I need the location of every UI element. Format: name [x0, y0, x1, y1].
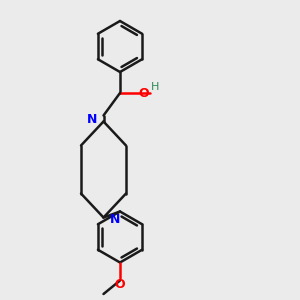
Text: N: N	[87, 112, 98, 126]
Text: N: N	[110, 213, 120, 226]
Text: O: O	[115, 278, 125, 290]
Text: H: H	[151, 82, 159, 92]
Text: O: O	[139, 86, 149, 100]
